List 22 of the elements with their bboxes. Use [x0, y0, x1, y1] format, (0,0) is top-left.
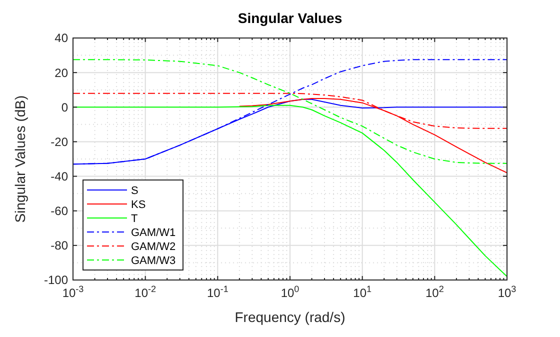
x-tick-label: 10$^{0}$	[280, 284, 300, 300]
y-tick-label: -20	[50, 134, 68, 149]
x-tick-label: 10$^{3}$	[498, 284, 516, 300]
legend-label: S	[131, 184, 138, 197]
y-axis-title: Singular Values (dB)	[12, 95, 28, 223]
chart-title: Singular Values	[238, 10, 342, 26]
y-tick-label: 20	[54, 66, 68, 80]
x-axis-title: Frequency (rad/s)	[234, 309, 346, 325]
legend-label: T	[131, 212, 138, 225]
y-tick-label: 0	[61, 100, 68, 114]
x-tick-label: 10$^{-2}$	[134, 284, 156, 300]
x-tick-label: 10$^{1}$	[353, 284, 372, 300]
y-tick-label: -40	[50, 169, 68, 184]
legend-label: KS	[131, 198, 146, 211]
legend-label: GAM/W1	[131, 226, 176, 239]
legend-label: GAM/W2	[131, 240, 176, 253]
y-tick-label: 40	[54, 31, 68, 46]
legend-label: GAM/W3	[131, 254, 176, 267]
y-tick-label: -60	[50, 204, 68, 218]
x-tick-label: 10$^{-1}$	[206, 284, 228, 300]
x-tick-label: 10$^{2}$	[425, 284, 444, 300]
y-tick-label: -80	[50, 238, 68, 253]
